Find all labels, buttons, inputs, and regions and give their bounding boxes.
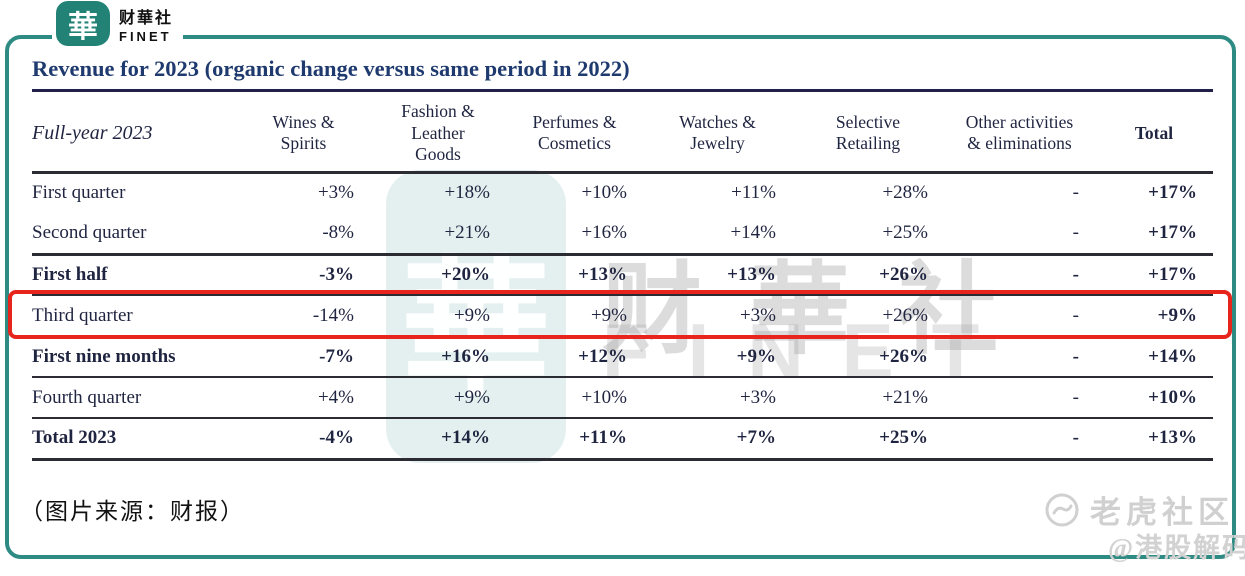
cell-value: +12% xyxy=(578,345,627,367)
finet-logo-en: FINET xyxy=(119,28,172,44)
table-row-first-quarter: First quarter +3% +18% +10% +11% +28% - … xyxy=(32,172,1213,213)
cell-value: -3% xyxy=(319,263,354,285)
cell-total: +17% xyxy=(1148,182,1197,204)
col-header-other-activities: Other activities & eliminations xyxy=(965,111,1074,154)
cell-value: +9% xyxy=(453,304,490,326)
cell-value: +9% xyxy=(453,386,490,408)
row-label: Third quarter xyxy=(32,304,133,326)
col-header-wines-spirits: Wines & Spirits xyxy=(272,111,335,154)
table-row-first-half: First half -3% +20% +13% +13% +26% - +17… xyxy=(32,254,1213,295)
cell-total: +10% xyxy=(1148,386,1197,408)
cell-value: +13% xyxy=(578,263,627,285)
finet-logo-icon: 華 xyxy=(56,1,110,46)
cell-value: +26% xyxy=(879,345,928,367)
tiger-community-label: 老虎社区 xyxy=(1090,495,1234,530)
image-source-caption: （图片来源：财报） xyxy=(20,499,245,524)
revenue-table: Full-year 2023 Wines & Spirits Fashion &… xyxy=(32,96,1213,461)
cell-value: +9% xyxy=(590,304,627,326)
cell-total: +9% xyxy=(1157,304,1197,326)
cell-value: +3% xyxy=(739,304,776,326)
cell-total: +17% xyxy=(1148,263,1197,285)
finet-logo: 華 财華社 FINET xyxy=(52,1,184,48)
row-label: First quarter xyxy=(32,182,126,204)
cell-value: +4% xyxy=(317,386,354,408)
cell-value: +9% xyxy=(736,345,776,367)
cell-total: +17% xyxy=(1148,221,1197,243)
cell-value: +10% xyxy=(581,182,627,204)
cell-value: - xyxy=(1072,304,1079,326)
row-label: First half xyxy=(32,263,108,285)
content-border xyxy=(5,35,1236,559)
table-row-first-nine-months: First nine months -7% +16% +12% +9% +26%… xyxy=(32,336,1213,377)
cell-value: +14% xyxy=(441,427,490,449)
col-header-full-year: Full-year 2023 xyxy=(32,122,153,145)
cell-value: +28% xyxy=(882,182,928,204)
row-label: First nine months xyxy=(32,345,176,367)
cell-value: - xyxy=(1072,345,1079,367)
col-header-total: Total xyxy=(1134,122,1174,143)
row-label: Second quarter xyxy=(32,221,147,243)
cell-total: +13% xyxy=(1148,427,1197,449)
cell-value: +25% xyxy=(882,221,928,243)
cell-value: +11% xyxy=(731,182,776,204)
table-row-second-quarter: Second quarter -8% +21% +16% +14% +25% -… xyxy=(32,213,1213,254)
cell-value: +21% xyxy=(882,386,928,408)
cell-value: -14% xyxy=(312,304,354,326)
row-label: Fourth quarter xyxy=(32,386,142,408)
cell-value: +11% xyxy=(579,427,627,449)
cell-value: +3% xyxy=(317,182,354,204)
cell-value: +16% xyxy=(581,221,627,243)
author-handle-watermark: @港股解码 xyxy=(1108,533,1245,563)
cell-value: -4% xyxy=(319,427,354,449)
table-row-total-2023: Total 2023 -4% +14% +11% +7% +25% - +13% xyxy=(32,418,1213,459)
title-underline xyxy=(32,89,1213,92)
cell-value: +7% xyxy=(736,427,776,449)
cell-value: +26% xyxy=(879,263,928,285)
cell-value: - xyxy=(1072,427,1079,449)
cell-value: +21% xyxy=(444,221,490,243)
table-row-fourth-quarter: Fourth quarter +4% +9% +10% +3% +21% - +… xyxy=(32,377,1213,418)
table-header-row: Full-year 2023 Wines & Spirits Fashion &… xyxy=(32,96,1213,172)
cell-value: -8% xyxy=(322,221,354,243)
finet-logo-cn: 财華社 xyxy=(119,9,174,27)
tiger-community-watermark: 老虎社区 xyxy=(1044,487,1234,532)
cell-value: +25% xyxy=(879,427,928,449)
col-header-perfumes-cosmetics: Perfumes & Cosmetics xyxy=(532,111,617,154)
col-header-selective-retailing: Selective Retailing xyxy=(835,111,901,154)
cell-value: - xyxy=(1072,182,1079,204)
cell-value: -7% xyxy=(319,345,354,367)
cell-value: +14% xyxy=(730,221,776,243)
cell-value: - xyxy=(1072,263,1079,285)
tiger-icon xyxy=(1045,493,1079,526)
table-title: Revenue for 2023 (organic change versus … xyxy=(32,56,630,81)
table-row-third-quarter: Third quarter -14% +9% +9% +3% +26% - +9… xyxy=(32,295,1213,336)
cell-value: +3% xyxy=(739,386,776,408)
cell-value: - xyxy=(1072,386,1079,408)
cell-value: +16% xyxy=(441,345,490,367)
col-header-watches-jewelry: Watches & Jewelry xyxy=(679,111,756,154)
cell-value: +13% xyxy=(727,263,776,285)
finet-logo-text: 财華社 FINET xyxy=(119,4,173,44)
cell-value: - xyxy=(1072,221,1079,243)
cell-value: +20% xyxy=(441,263,490,285)
row-label: Total 2023 xyxy=(32,427,117,449)
cell-total: +14% xyxy=(1148,345,1197,367)
cell-value: +10% xyxy=(581,386,627,408)
cell-value: +26% xyxy=(882,304,928,326)
cell-value: +18% xyxy=(444,182,490,204)
col-header-fashion-leather: Fashion & Leather Goods xyxy=(401,101,475,164)
